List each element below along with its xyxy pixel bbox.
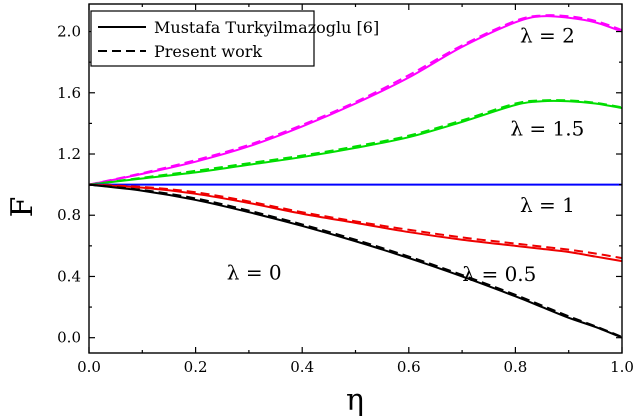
x-tick-label: 0.6 xyxy=(397,358,421,376)
series-line-1-dashed xyxy=(88,14,623,186)
x-tick-label: 0.4 xyxy=(290,358,314,376)
legend: Mustafa Turkyilmazoglu [6] Present work xyxy=(90,10,379,67)
x-axis-label: η xyxy=(346,383,364,418)
y-tick-label: 2.0 xyxy=(57,23,81,41)
series-line-5-solid xyxy=(88,183,623,263)
y-tick-label: 0.0 xyxy=(57,329,81,347)
lambda-annotation-0: λ = 2 xyxy=(520,23,575,47)
series-line-6-dashed xyxy=(88,183,623,260)
legend-entry-1: Present work xyxy=(154,42,262,61)
x-tick-label: 0.0 xyxy=(77,358,101,376)
lambda-annotation-1: λ = 1.5 xyxy=(510,117,584,141)
lambda-annotation-3: λ = 0.5 xyxy=(462,262,536,286)
x-tick-label: 0.2 xyxy=(184,358,208,376)
legend-entry-0: Mustafa Turkyilmazoglu [6] xyxy=(154,18,379,37)
y-tick-label: 0.8 xyxy=(57,206,81,224)
series-line-0-solid xyxy=(88,15,623,186)
y-tick-label: 1.6 xyxy=(57,84,81,102)
y-axis-label: F xyxy=(5,197,40,218)
plot-lines xyxy=(88,14,623,339)
y-tick-label: 0.4 xyxy=(57,267,81,285)
x-tick-label: 1.0 xyxy=(610,358,633,376)
lambda-annotation-4: λ = 0 xyxy=(227,261,282,285)
series-line-3-dashed xyxy=(88,99,623,186)
x-tick-label: 0.8 xyxy=(503,358,527,376)
series-line-8-dashed xyxy=(88,183,623,338)
axis-ticks: 0.0 0.2 0.4 0.6 0.8 1.0 0.0 0.4 0.8 1.2 1.6 2.0 xyxy=(57,4,633,376)
legend-box xyxy=(90,10,315,67)
series-line-2-solid xyxy=(88,99,623,186)
curve-annotations: λ = 2 λ = 1.5 λ = 1 λ = 0.5 λ = 0 xyxy=(227,23,585,286)
y-tick-label: 1.2 xyxy=(57,145,81,163)
series-line-7-solid xyxy=(88,183,623,339)
lambda-annotation-2: λ = 1 xyxy=(520,193,575,217)
